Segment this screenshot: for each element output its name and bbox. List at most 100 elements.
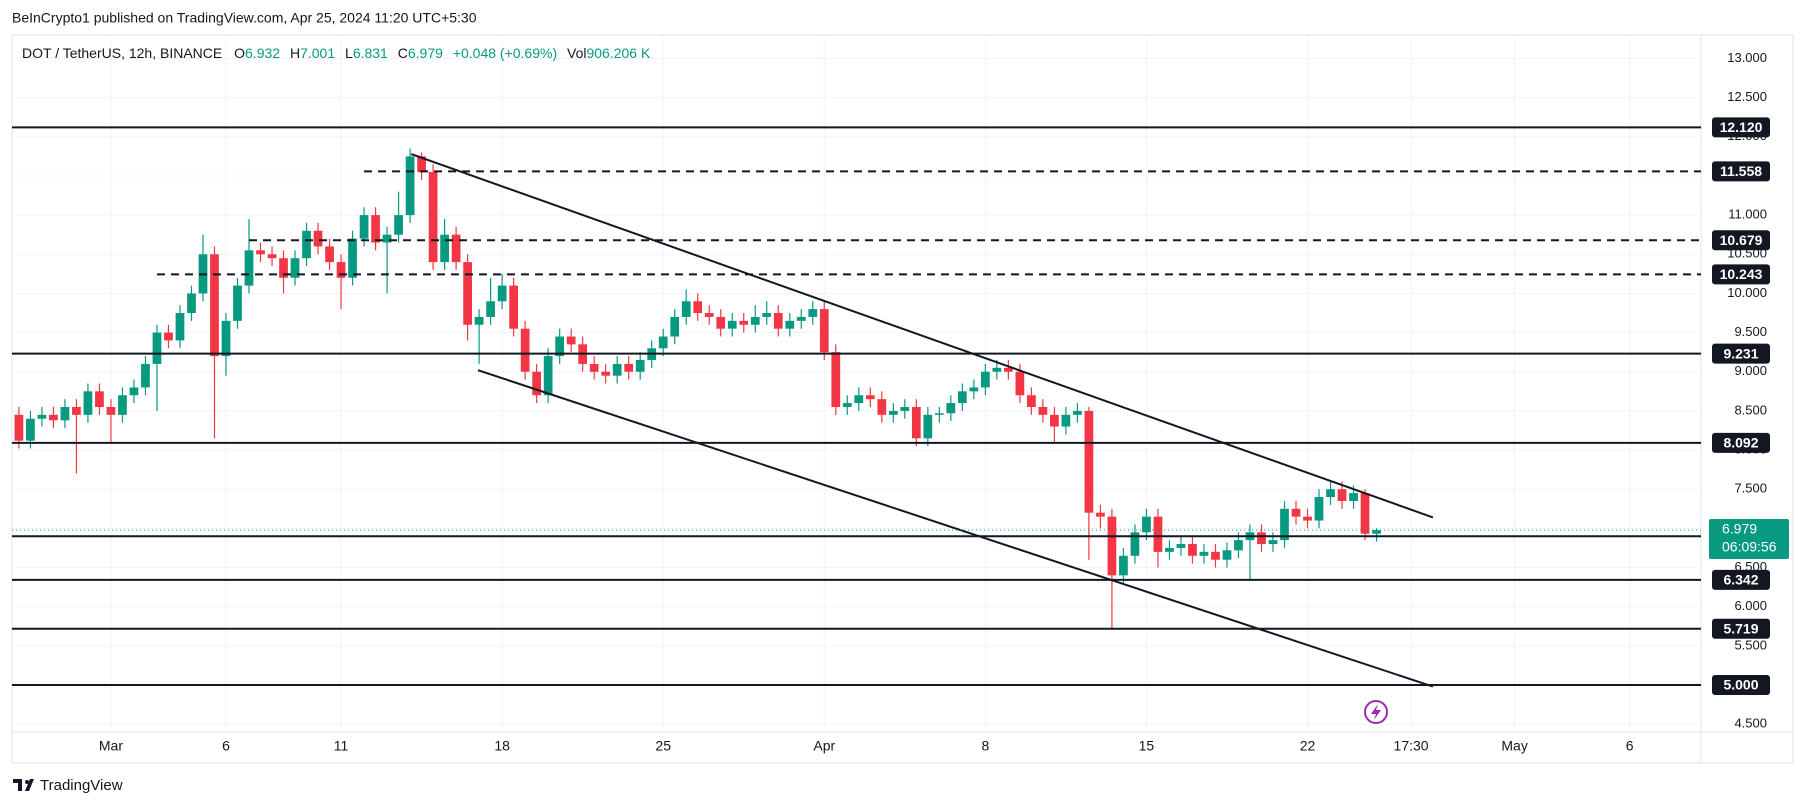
candle-body — [923, 414, 933, 439]
x-tick-label: 18 — [494, 738, 510, 754]
level-label: 8.092 — [1723, 435, 1758, 451]
y-tick-label: 9.000 — [1734, 363, 1767, 378]
candle-body — [371, 215, 380, 243]
candle-body — [1257, 532, 1266, 545]
overlay: 12.12011.55810.67910.2439.2318.0926.8996… — [12, 117, 1789, 696]
x-tick-label: 8 — [981, 738, 989, 754]
candle-body — [957, 391, 967, 404]
trendline — [477, 369, 1434, 688]
candle-body — [762, 313, 772, 317]
candle-body — [543, 356, 553, 396]
candle-body — [635, 360, 645, 372]
x-tick-label: 22 — [1300, 738, 1316, 754]
candle-body — [808, 309, 818, 317]
candle-body — [1222, 550, 1232, 560]
candle-body — [394, 215, 403, 235]
level-badge — [1712, 230, 1770, 251]
candle-body — [877, 399, 887, 415]
y-tick-label: 6.000 — [1734, 598, 1767, 613]
candle-body — [842, 403, 852, 407]
y-tick-label: 7.500 — [1734, 481, 1767, 496]
candle-body — [1360, 493, 1370, 534]
level-badge — [1712, 343, 1770, 364]
level-label: 11.558 — [1720, 163, 1762, 179]
candle-body — [1130, 532, 1140, 556]
candle-body — [290, 258, 300, 278]
candle-body — [348, 238, 357, 278]
legend-change: +0.048 (+0.69%) — [453, 45, 557, 61]
candle-body — [831, 352, 841, 407]
trendline — [410, 153, 1434, 519]
candle-body — [1096, 512, 1105, 517]
candle-body — [175, 313, 185, 341]
candle-body — [1119, 555, 1128, 576]
level-label: 5.000 — [1723, 677, 1758, 693]
candle-body — [946, 403, 956, 414]
candle-body — [279, 258, 288, 278]
candle-body — [233, 285, 242, 321]
candle-body — [750, 316, 760, 325]
x-tick-label: May — [1501, 738, 1527, 754]
logo — [13, 779, 34, 791]
candle-body — [1015, 371, 1025, 396]
candle-body — [382, 234, 392, 243]
x-tick-label: 6 — [1626, 738, 1634, 754]
candle-body — [141, 363, 150, 388]
candle-body — [980, 371, 990, 388]
candle-body — [1372, 530, 1381, 534]
candle-body — [727, 320, 737, 329]
candle-body — [497, 285, 507, 302]
candle-body — [1349, 493, 1358, 501]
last-price-label: 6.979 — [1722, 521, 1757, 537]
candle-body — [313, 230, 323, 247]
marks — [14, 148, 1381, 629]
candle-body — [1303, 516, 1312, 521]
candle-body — [773, 313, 783, 329]
candle-body — [1061, 414, 1071, 427]
level-label: 10.679 — [1720, 232, 1763, 248]
candle-body — [106, 406, 116, 415]
candle-body — [589, 363, 599, 372]
candle-body — [1268, 540, 1278, 545]
legend-key: O — [234, 45, 245, 61]
last-price-badge — [1709, 519, 1789, 560]
candle-body — [187, 293, 196, 314]
candle-body — [26, 418, 35, 441]
candle-body — [164, 332, 173, 341]
candle-body — [681, 301, 691, 317]
x-tick-label: 11 — [334, 738, 349, 754]
candle-body — [785, 320, 795, 329]
candle-body — [1337, 489, 1347, 501]
candle-body — [911, 406, 921, 439]
candle-body — [49, 414, 58, 421]
candle-body — [37, 414, 47, 419]
candle-body — [670, 316, 680, 337]
countdown: 06:09:56 — [1722, 539, 1777, 555]
candle-body — [267, 254, 277, 259]
candle-body — [83, 391, 93, 415]
candle-body — [1188, 544, 1197, 556]
candle-body — [14, 414, 24, 441]
level-label: 9.231 — [1723, 345, 1758, 361]
level-badge — [1712, 675, 1770, 696]
candle-body — [509, 285, 519, 329]
chart-frame — [11, 34, 1794, 764]
candle-body — [1199, 551, 1209, 556]
legend-value: 906.206 K — [586, 45, 650, 61]
candle-body — [1176, 544, 1186, 548]
y-tick-label: 12.500 — [1727, 89, 1767, 104]
level-badge — [1712, 264, 1770, 285]
candle-body — [1165, 547, 1174, 552]
candle-body — [359, 215, 369, 239]
candle-body — [819, 309, 829, 353]
candle-body — [118, 395, 127, 415]
candle-body — [796, 316, 806, 321]
candle-body — [934, 413, 944, 415]
header: BeInCrypto1 published on TradingView.com… — [12, 10, 477, 26]
candle-body — [900, 406, 910, 411]
candle-body — [854, 395, 864, 404]
y-tick-label: 8.500 — [1734, 402, 1767, 417]
legend-key: C — [398, 45, 408, 61]
